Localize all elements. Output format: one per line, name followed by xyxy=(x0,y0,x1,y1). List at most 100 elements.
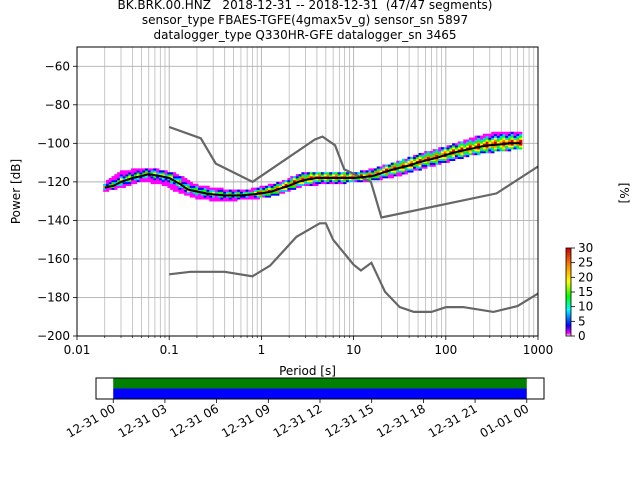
histogram-cell xyxy=(477,147,481,150)
histogram-cell xyxy=(309,183,313,187)
histogram-cell xyxy=(125,181,129,185)
histogram-cell xyxy=(460,156,464,160)
histogram-cell xyxy=(387,174,392,177)
histogram-cell xyxy=(446,151,450,154)
histogram-cell xyxy=(111,179,115,183)
histogram-cell xyxy=(474,141,478,144)
histogram-cell xyxy=(298,183,302,187)
histogram-cell xyxy=(513,133,517,136)
histogram-cell xyxy=(435,151,439,154)
coverage-tick-label: 12-31 21 xyxy=(426,401,480,440)
histogram-cell xyxy=(242,195,246,198)
histogram-cell xyxy=(334,174,339,177)
histogram-cell xyxy=(401,168,406,171)
histogram-cell xyxy=(284,189,288,192)
histogram-cell xyxy=(117,178,121,181)
histogram-cell xyxy=(440,147,445,150)
colorbar-tick-label: 20 xyxy=(578,270,593,284)
histogram-cell xyxy=(471,151,475,154)
histogram-cell xyxy=(340,179,344,183)
histogram-cell xyxy=(382,168,386,171)
histogram-cell xyxy=(195,197,199,200)
histogram-cell xyxy=(485,139,489,142)
histogram-cell xyxy=(279,189,283,192)
histogram-cell xyxy=(488,135,492,138)
histogram-cell xyxy=(438,162,442,165)
histogram-cell xyxy=(281,191,286,194)
histogram-cell xyxy=(510,135,514,138)
histogram-cell xyxy=(237,197,241,200)
histogram-cell xyxy=(452,149,456,152)
histogram-cell xyxy=(499,135,503,138)
histogram-cell xyxy=(312,174,316,177)
histogram-cell xyxy=(373,172,378,175)
histogram-cell xyxy=(399,160,403,163)
histogram-cell xyxy=(418,156,422,160)
histogram-cell xyxy=(435,152,439,156)
histogram-cell xyxy=(178,185,182,188)
histogram-cell xyxy=(164,170,168,173)
histogram-cell xyxy=(468,141,473,144)
histogram-cell xyxy=(142,168,146,171)
histogram-cell xyxy=(195,193,199,196)
histogram-cell xyxy=(421,164,425,167)
histogram-cell xyxy=(387,168,392,171)
histogram-cell xyxy=(519,131,523,134)
histogram-cell xyxy=(343,174,347,177)
histogram-cell xyxy=(485,149,489,152)
histogram-cell xyxy=(248,189,252,192)
histogram-cell xyxy=(108,178,112,181)
histogram-cell xyxy=(337,181,341,185)
histogram-cell xyxy=(491,137,495,140)
histogram-cell xyxy=(184,181,188,185)
histogram-cell xyxy=(502,133,506,136)
histogram-cell xyxy=(117,185,121,188)
histogram-cell xyxy=(128,174,132,177)
histogram-cell xyxy=(214,197,219,200)
histogram-cell xyxy=(147,170,152,173)
histogram-cell xyxy=(234,199,238,202)
noise-model-lines xyxy=(168,125,539,314)
histogram-cell xyxy=(172,187,177,190)
histogram-cell xyxy=(178,189,182,192)
histogram-cell xyxy=(301,174,305,177)
colorbar-tick-label: 5 xyxy=(578,314,586,328)
histogram-cell xyxy=(460,143,464,146)
mode-line xyxy=(104,142,521,197)
histogram-cell xyxy=(379,168,383,171)
histogram-cell xyxy=(315,183,319,187)
histogram-cell xyxy=(496,131,501,134)
histogram-cell xyxy=(485,137,489,140)
histogram-cell xyxy=(186,181,191,185)
histogram-cell xyxy=(323,172,327,175)
histogram-cell xyxy=(259,189,263,192)
y-tick-label: −180 xyxy=(37,290,70,304)
histogram-cell xyxy=(172,174,177,177)
histogram-cell xyxy=(181,176,185,179)
histogram-cell xyxy=(427,151,431,154)
histogram-cell xyxy=(114,179,118,183)
histogram-cell xyxy=(474,145,478,148)
histogram-cell xyxy=(399,170,403,173)
histogram-cell xyxy=(220,189,224,192)
histogram-cell xyxy=(468,151,473,154)
histogram-cell xyxy=(189,191,193,194)
histogram-cell xyxy=(360,174,364,177)
histogram-cell xyxy=(270,187,274,190)
histogram-cell xyxy=(343,172,347,175)
histogram-cell xyxy=(304,172,308,175)
histogram-cell xyxy=(161,181,165,185)
histogram-cell xyxy=(172,185,177,188)
histogram-cell xyxy=(332,174,336,177)
new-low-noise-model-line xyxy=(169,222,539,314)
histogram-cell xyxy=(192,193,196,196)
histogram-cell xyxy=(295,174,299,177)
histogram-cell xyxy=(167,179,171,183)
histogram-cell xyxy=(273,185,277,188)
histogram-cell xyxy=(295,183,299,187)
histogram-cell xyxy=(114,187,118,190)
histogram-cell xyxy=(103,183,107,187)
histogram-cell xyxy=(172,189,177,192)
histogram-cell xyxy=(290,179,294,183)
histogram-cell xyxy=(399,174,403,177)
